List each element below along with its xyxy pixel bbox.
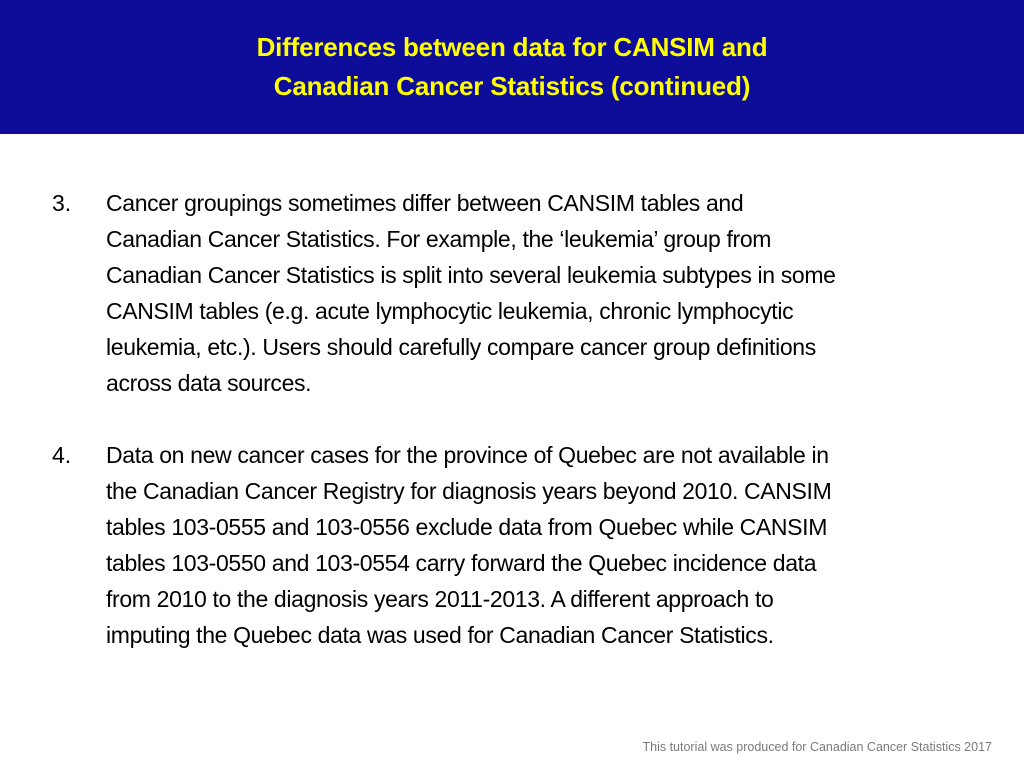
list-item-line: CANSIM tables (e.g. acute lymphocytic le… xyxy=(106,298,794,324)
slide-title-line: Differences between data for CANSIM and xyxy=(256,32,768,62)
list-item-number: 3. xyxy=(52,190,72,216)
footer-note: This tutorial was produced for Canadian … xyxy=(642,740,993,754)
slide-title: Differences between data for CANSIM and … xyxy=(257,28,768,106)
list-item-line: leukemia, etc.). Users should carefully … xyxy=(106,334,816,360)
list-item-line: Data on new cancer cases for the provinc… xyxy=(106,442,829,468)
list-item-4: 4. Data on new cancer cases for the prov… xyxy=(52,437,1002,653)
list-item-number: 4. xyxy=(52,442,72,468)
list-item-line: imputing the Quebec data was used for Ca… xyxy=(106,622,774,648)
list-item-line: across data sources. xyxy=(106,370,312,396)
numbered-list: 3. Cancer groupings sometimes differ bet… xyxy=(52,185,1002,689)
list-item-text: Data on new cancer cases for the provinc… xyxy=(106,437,1002,653)
title-banner: Differences between data for CANSIM and … xyxy=(0,0,1024,134)
slide-title-line: Canadian Cancer Statistics (continued) xyxy=(273,71,751,101)
list-item-line: Canadian Cancer Statistics is split into… xyxy=(106,262,836,288)
list-item-3: 3. Cancer groupings sometimes differ bet… xyxy=(52,185,1002,401)
list-item-line: tables 103-0555 and 103-0556 exclude dat… xyxy=(106,514,828,540)
list-item-line: the Canadian Cancer Registry for diagnos… xyxy=(106,478,832,504)
list-item-line: tables 103-0550 and 103-0554 carry forwa… xyxy=(106,550,817,576)
list-item-line: Cancer groupings sometimes differ betwee… xyxy=(106,190,744,216)
list-item-line: from 2010 to the diagnosis years 2011-20… xyxy=(106,586,774,612)
list-item-line: Canadian Cancer Statistics. For example,… xyxy=(106,226,772,252)
list-item-text: Cancer groupings sometimes differ betwee… xyxy=(106,185,1002,401)
